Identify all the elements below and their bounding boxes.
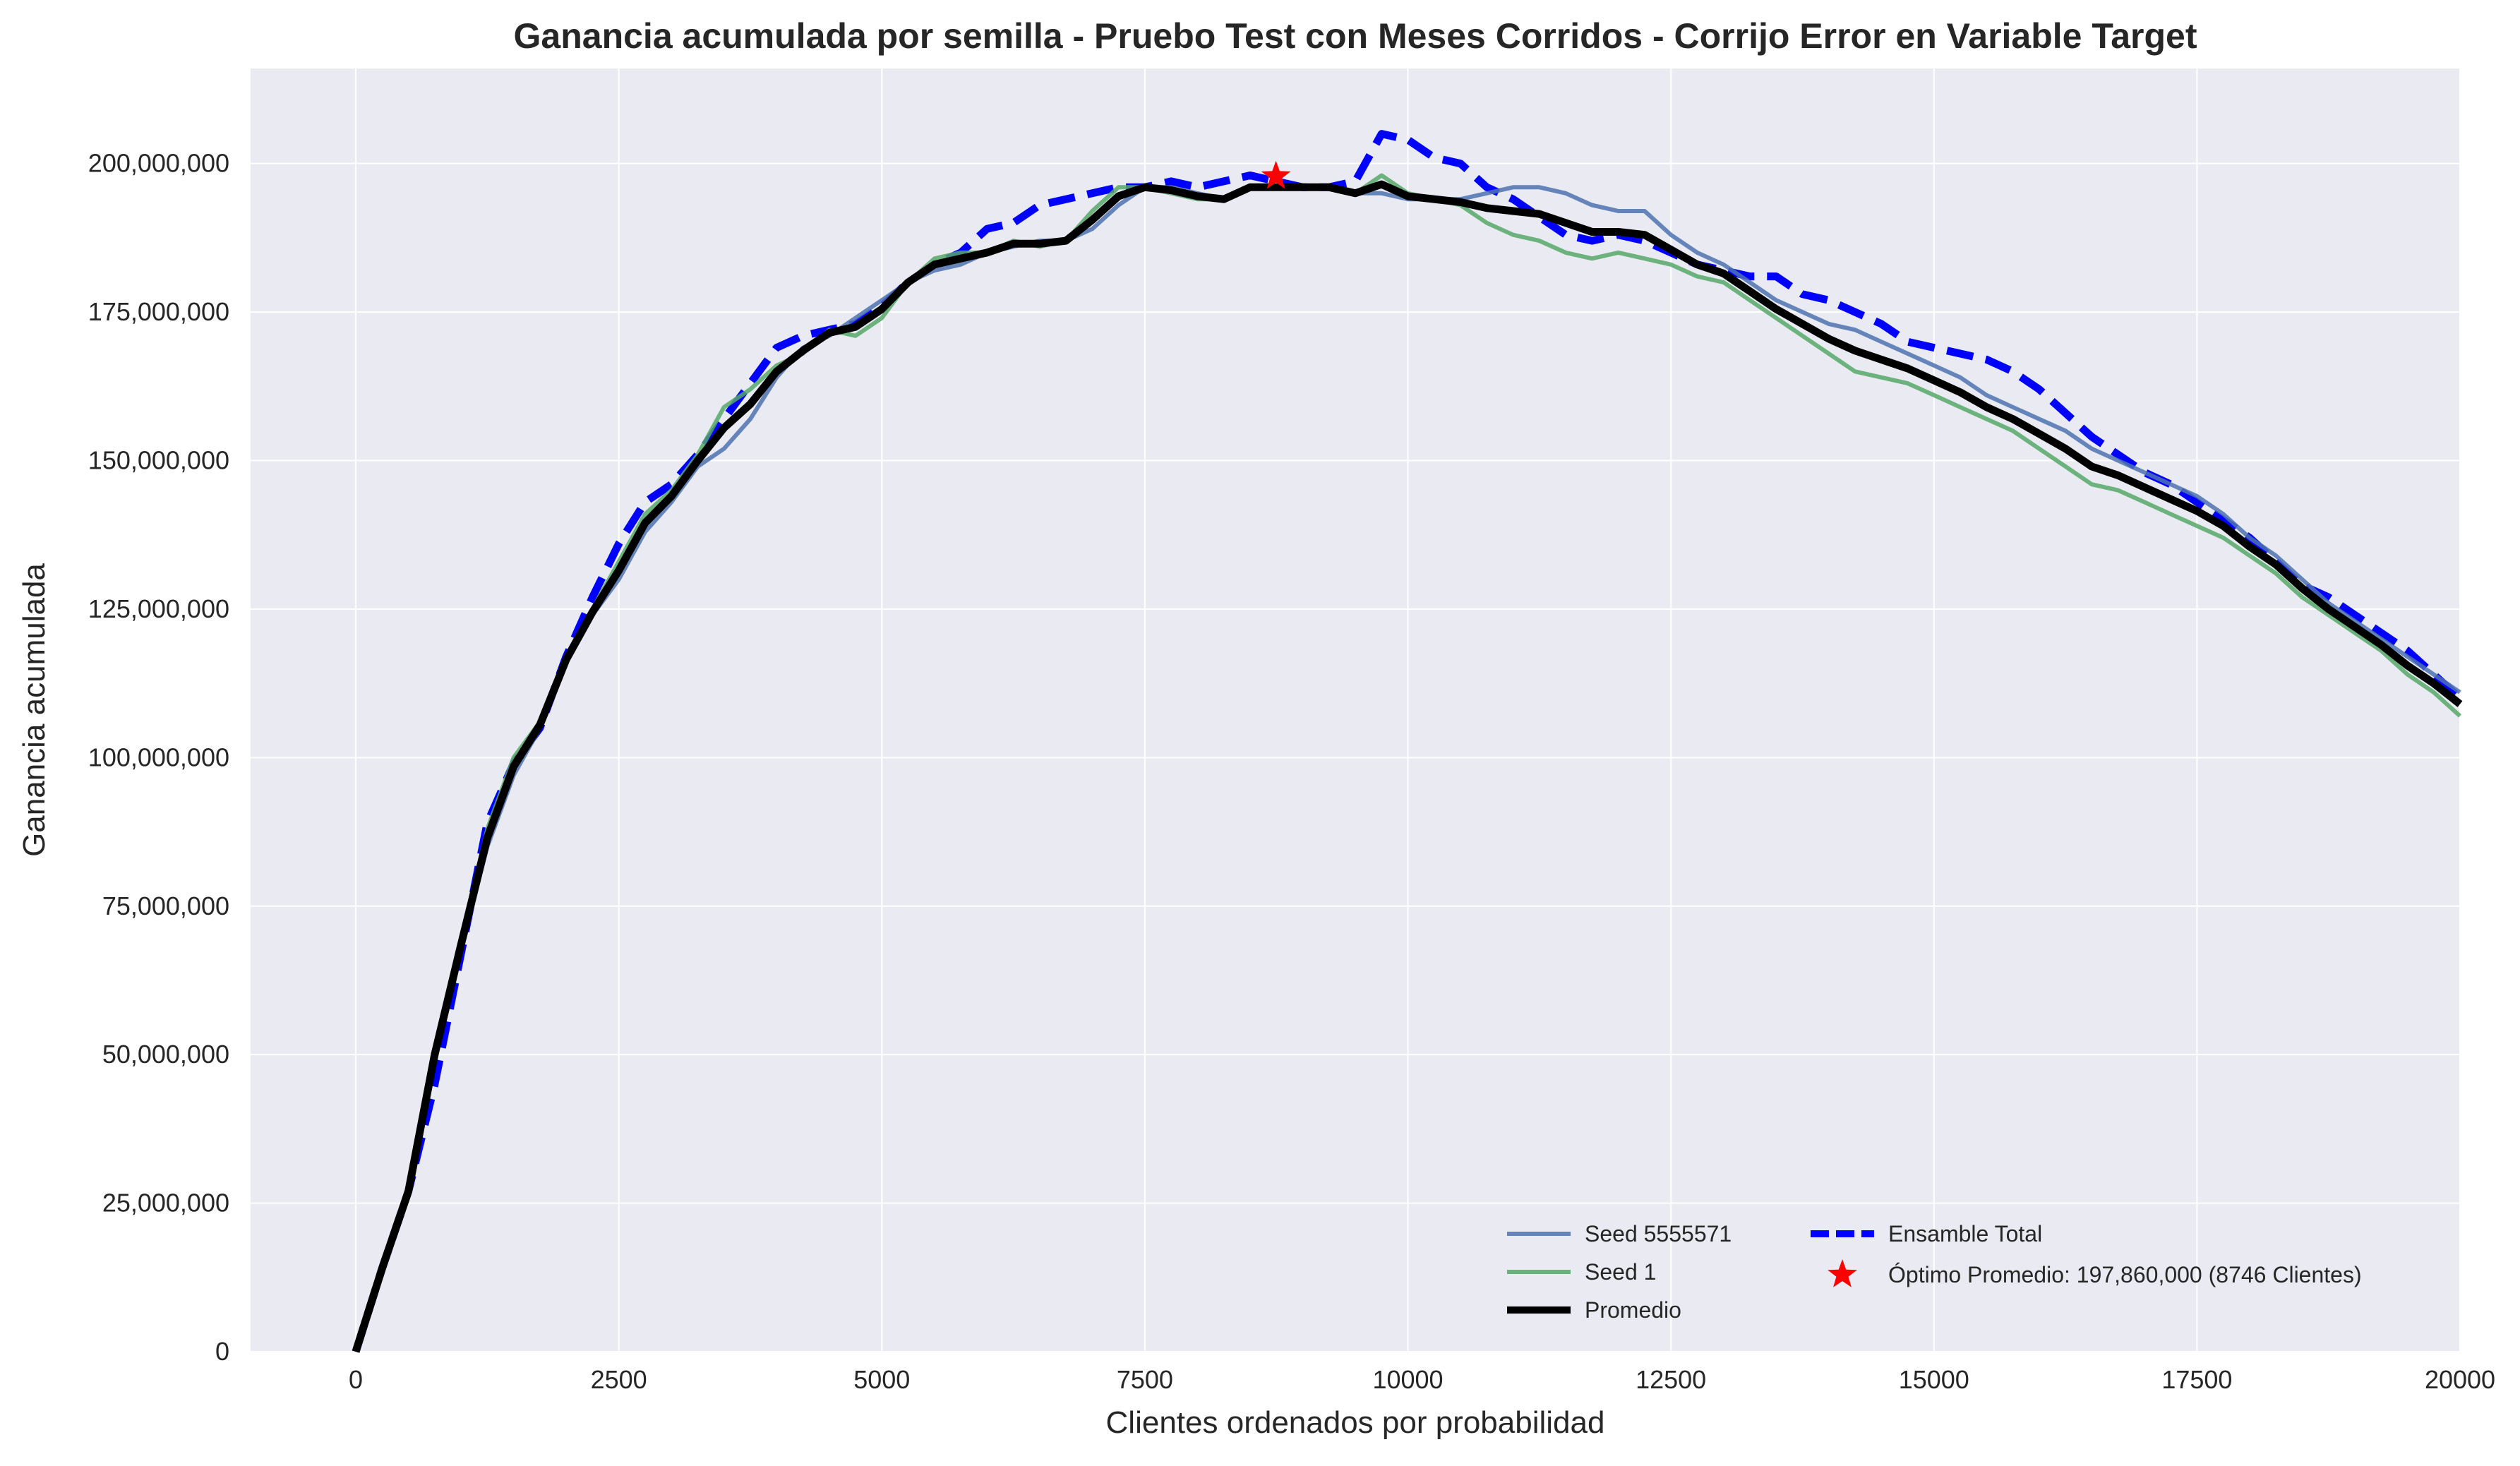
legend-label-seed-1: Seed 1 <box>1585 1259 1656 1285</box>
legend-label-optimum: Óptimo Promedio: 197,860,000 (8746 Clien… <box>1888 1262 2362 1287</box>
x-axis-label: Clientes ordenados por probabilidad <box>1106 1405 1605 1440</box>
chart-title: Ganancia acumulada por semilla - Pruebo … <box>514 16 2197 56</box>
y-tick-label: 50,000,000 <box>102 1040 229 1069</box>
y-tick-label: 150,000,000 <box>88 446 229 475</box>
x-tick-label: 7500 <box>1117 1365 1173 1394</box>
y-tick-label: 100,000,000 <box>88 743 229 771</box>
series-line-promedio <box>352 180 2463 1353</box>
x-tick-label: 20000 <box>2425 1365 2495 1394</box>
x-tick-label: 2500 <box>591 1365 647 1394</box>
plot-background <box>251 68 2460 1352</box>
x-tick-label: 17500 <box>2161 1365 2232 1394</box>
legend-label-ensamble-total: Ensamble Total <box>1888 1221 2042 1246</box>
y-tick-label: 200,000,000 <box>88 149 229 178</box>
y-tick-label: 175,000,000 <box>88 297 229 326</box>
x-tick-label: 10000 <box>1372 1365 1443 1394</box>
y-tick-label: 25,000,000 <box>102 1189 229 1218</box>
x-tick-label: 15000 <box>1899 1365 1969 1394</box>
x-tick-label: 0 <box>349 1365 363 1394</box>
legend-swatch-optimum-star <box>1828 1259 1857 1287</box>
y-tick-label: 125,000,000 <box>88 594 229 623</box>
optimum-star-marker <box>1261 160 1291 189</box>
optimum-marker-layer <box>1261 160 1291 189</box>
x-tick-label: 5000 <box>853 1365 910 1394</box>
y-tick-label: 75,000,000 <box>102 891 229 920</box>
legend-label-seed-5555571: Seed 5555571 <box>1585 1221 1732 1246</box>
legend: Seed 5555571 Seed 1 Promedio Ensamble Total… <box>1507 1221 2362 1323</box>
y-tick-label: 0 <box>215 1337 229 1366</box>
grid <box>251 68 2461 1352</box>
tick-labels: 0 2500 5000 7500 10000 12500 15000 17500 20000 0 2… <box>88 149 2495 1394</box>
series-lines <box>352 130 2463 1353</box>
x-tick-label: 12500 <box>1636 1365 1706 1394</box>
legend-label-promedio: Promedio <box>1585 1297 1681 1323</box>
y-axis-label: Ganancia acumulada <box>17 563 52 857</box>
